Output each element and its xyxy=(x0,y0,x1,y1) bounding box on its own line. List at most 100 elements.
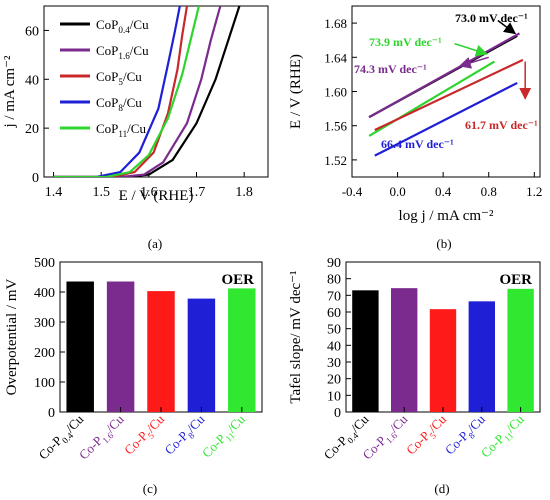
panel-c-chart: 0 100 200 300 400 500 Overpotential / mV OER Co-… xyxy=(4,256,263,496)
x-tick-label-part: 8 xyxy=(466,430,477,441)
annotation-label: OER xyxy=(221,272,254,288)
x-tick-label-part: 8 xyxy=(186,430,197,441)
bar xyxy=(391,288,418,412)
y-tick-label: 20 xyxy=(25,122,39,137)
panel-a-chart: 1.4 1.5 1.6 1.7 1.8 0 20 40 60 E / V (RHE) j / mA … xyxy=(2,5,269,251)
panel-label: (d) xyxy=(434,481,449,496)
legend-label-part: /Cu xyxy=(130,17,149,32)
y-tick-label: 1.64 xyxy=(324,50,347,65)
y-tick-label: 70 xyxy=(327,289,341,304)
legend-label-part: 1.6 xyxy=(118,51,130,61)
y-tick-label: 50 xyxy=(327,323,341,338)
legend-label-part: 5 xyxy=(118,77,123,87)
legend-label-part: /Cu xyxy=(123,69,142,84)
y-tick-label: 300 xyxy=(34,316,55,331)
x-tick-label: 1.8 xyxy=(235,185,253,200)
bar xyxy=(429,309,457,412)
y-tick-label: 30 xyxy=(327,356,341,371)
y-tick-label: 400 xyxy=(34,286,55,301)
series-line xyxy=(374,81,518,157)
x-tick-label: 1.7 xyxy=(188,185,206,200)
bar xyxy=(228,288,256,412)
x-tick-label-part: 5 xyxy=(428,430,439,441)
series-line xyxy=(53,6,222,177)
legend-label-part: CoP xyxy=(96,95,118,110)
x-tick-label: -0.4 xyxy=(342,184,363,199)
legend-label-part: CoP xyxy=(96,43,118,58)
y-tick-label: 1.56 xyxy=(324,119,347,134)
y-tick-label: 200 xyxy=(34,346,55,361)
legend-label: CoP5/Cu xyxy=(96,69,142,87)
y-tick-label: 60 xyxy=(25,24,39,39)
annotation-arrow xyxy=(454,42,488,57)
y-tick-label: 0 xyxy=(32,171,39,186)
bar xyxy=(468,301,495,412)
y-tick-label: 0 xyxy=(48,406,55,421)
bar xyxy=(147,291,175,412)
y-axis-label: Overpotential / mV xyxy=(4,279,20,396)
annotation-label: 66.4 mV dec⁻¹ xyxy=(381,137,454,151)
legend-label: CoP8/Cu xyxy=(96,95,142,113)
y-tick-label: 40 xyxy=(327,339,341,354)
legend-label-part: /Cu xyxy=(130,43,149,58)
y-tick-label: 1.52 xyxy=(324,153,347,168)
panel-label: (a) xyxy=(148,236,162,251)
x-tick-label: 0.0 xyxy=(389,184,405,199)
x-tick-label: Co-P11/Cu xyxy=(478,411,529,462)
y-tick-label: 40 xyxy=(25,73,39,88)
legend-label-part: CoP xyxy=(96,17,118,32)
legend-label: CoP1.6/Cu xyxy=(96,43,149,61)
annotation-arrow xyxy=(458,56,489,69)
legend-label-part: CoP xyxy=(96,121,118,136)
y-tick-label: 60 xyxy=(327,306,341,321)
annotation-label: 73.9 mV dec⁻¹ xyxy=(369,35,442,49)
y-tick-label: 90 xyxy=(327,256,341,271)
legend-label-part: CoP xyxy=(96,69,118,84)
x-tick-label: 0.8 xyxy=(481,184,497,199)
y-tick-label: 1.60 xyxy=(324,85,347,100)
annotation-arrow xyxy=(497,19,517,35)
y-tick-label: 500 xyxy=(34,256,55,271)
annotation-label: 74.3 mV dec⁻¹ xyxy=(354,62,427,76)
x-tick-label-part: 5 xyxy=(146,430,157,441)
legend-label-part: 11 xyxy=(118,129,127,139)
x-tick-label: 0.4 xyxy=(435,184,452,199)
y-tick-label: 1.68 xyxy=(324,16,347,31)
series-line xyxy=(368,32,521,119)
y-axis-label: Tafel slope/ mV dec⁻¹ xyxy=(288,270,304,403)
panel-b-chart: -0.4 0.0 0.4 0.8 1.2 1.52 1.56 1.60 1.64 1.68 log … xyxy=(288,5,542,251)
y-axis-label: E / V (RHE) xyxy=(288,54,304,129)
bar xyxy=(507,288,534,412)
y-tick-label: 80 xyxy=(327,273,341,288)
bar xyxy=(66,281,94,412)
x-tick-label: Co-P5/Cu xyxy=(121,411,169,459)
panel-label: (b) xyxy=(436,236,451,251)
x-tick-label: 1.5 xyxy=(92,185,110,200)
x-tick-label: 1.2 xyxy=(526,184,542,199)
annotation-label: 73.0 mV dec⁻¹ xyxy=(455,11,528,25)
annotation-label: OER xyxy=(499,272,532,288)
panel-label: (c) xyxy=(143,481,157,496)
y-tick-label: 0 xyxy=(334,406,341,421)
legend-label-part: /Cu xyxy=(123,95,142,110)
legend-label: CoP11/Cu xyxy=(96,121,146,139)
x-tick-label: 1.4 xyxy=(45,185,63,200)
bar xyxy=(352,290,379,412)
plot-frame xyxy=(43,5,269,178)
y-tick-label: 20 xyxy=(327,373,341,388)
y-tick-label: 100 xyxy=(34,376,55,391)
series-line xyxy=(374,58,524,131)
y-tick-label: 10 xyxy=(327,389,341,404)
series-line xyxy=(53,6,200,177)
x-tick-label: Co-P5/Cu xyxy=(403,411,451,459)
annotation-label: 61.7 mV dec⁻¹ xyxy=(465,118,538,132)
legend-label: CoP0.4/Cu xyxy=(96,17,149,35)
x-tick-label: Co-P1.6/Cu xyxy=(76,411,129,464)
bar xyxy=(106,281,135,412)
x-tick-label: Co-P11/Cu xyxy=(199,411,250,462)
legend-label-part: 0.4 xyxy=(118,25,130,35)
legend-label-part: 8 xyxy=(118,103,123,113)
y-axis-label: j / mA cm⁻² xyxy=(2,55,18,129)
